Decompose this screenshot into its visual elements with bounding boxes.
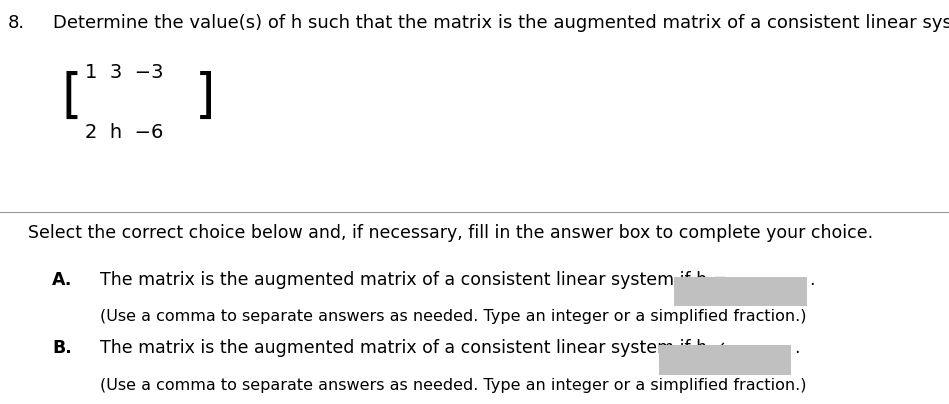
Text: The matrix is the augmented matrix of a consistent linear system if h =: The matrix is the augmented matrix of a … xyxy=(100,271,727,289)
FancyBboxPatch shape xyxy=(659,345,791,375)
Text: Determine the value(s) of h such that the matrix is the augmented matrix of a co: Determine the value(s) of h such that th… xyxy=(53,14,949,32)
Text: .: . xyxy=(809,271,815,289)
Text: [: [ xyxy=(62,71,83,123)
Text: ]: ] xyxy=(195,71,215,123)
Text: (Use a comma to separate answers as needed. Type an integer or a simplified frac: (Use a comma to separate answers as need… xyxy=(100,378,806,393)
Text: A.: A. xyxy=(52,271,72,289)
Text: The matrix is the augmented matrix of a consistent linear system if h ≠: The matrix is the augmented matrix of a … xyxy=(100,339,727,358)
Text: 8.: 8. xyxy=(8,14,25,32)
Text: .: . xyxy=(794,339,800,358)
FancyBboxPatch shape xyxy=(674,277,807,306)
Text: 1  3  −3: 1 3 −3 xyxy=(85,63,164,82)
Text: Select the correct choice below and, if necessary, fill in the answer box to com: Select the correct choice below and, if … xyxy=(28,224,874,242)
Text: 2  h  −6: 2 h −6 xyxy=(85,123,164,142)
Text: B.: B. xyxy=(52,339,72,358)
Text: (Use a comma to separate answers as needed. Type an integer or a simplified frac: (Use a comma to separate answers as need… xyxy=(100,309,806,324)
